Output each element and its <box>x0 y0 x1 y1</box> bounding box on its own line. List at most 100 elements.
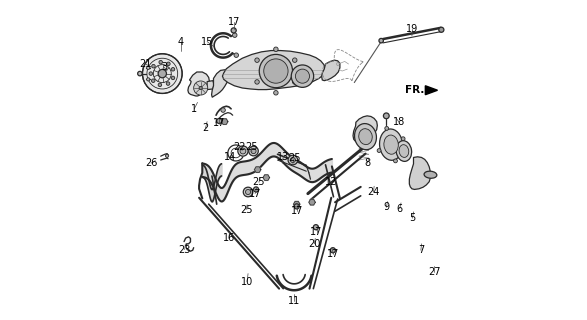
Circle shape <box>255 80 259 84</box>
Circle shape <box>313 225 319 230</box>
Text: 25: 25 <box>240 204 252 215</box>
Circle shape <box>255 58 259 62</box>
Circle shape <box>167 62 170 66</box>
Ellipse shape <box>384 135 399 154</box>
Polygon shape <box>263 175 269 180</box>
Text: 7: 7 <box>418 245 424 255</box>
Ellipse shape <box>424 171 437 178</box>
Polygon shape <box>353 116 377 142</box>
Circle shape <box>249 146 258 156</box>
Ellipse shape <box>396 141 411 161</box>
Circle shape <box>377 148 381 152</box>
Text: 5: 5 <box>409 213 416 223</box>
Circle shape <box>243 187 253 197</box>
Text: 9: 9 <box>383 202 389 212</box>
Text: 2: 2 <box>203 123 208 133</box>
Text: FR.: FR. <box>404 85 424 95</box>
Text: 16: 16 <box>222 233 235 244</box>
Circle shape <box>274 91 278 95</box>
Circle shape <box>288 155 298 165</box>
Circle shape <box>159 60 163 64</box>
Text: 18: 18 <box>393 117 405 127</box>
Circle shape <box>291 65 313 87</box>
Polygon shape <box>294 201 300 207</box>
Text: 17: 17 <box>213 118 225 128</box>
Circle shape <box>232 33 237 37</box>
Text: 17: 17 <box>311 227 323 237</box>
Circle shape <box>151 64 155 68</box>
Text: 17: 17 <box>249 188 261 199</box>
Polygon shape <box>207 81 214 90</box>
Circle shape <box>264 59 288 83</box>
Text: c: c <box>335 61 339 67</box>
Circle shape <box>151 79 155 83</box>
Text: 20: 20 <box>308 239 321 249</box>
Circle shape <box>240 148 246 154</box>
Text: 21: 21 <box>140 59 152 69</box>
Polygon shape <box>409 157 430 189</box>
Circle shape <box>166 154 168 157</box>
Text: 11: 11 <box>288 296 301 307</box>
Circle shape <box>294 204 299 209</box>
Text: 17: 17 <box>291 206 303 216</box>
Polygon shape <box>322 60 340 81</box>
Circle shape <box>292 80 297 84</box>
Circle shape <box>234 53 238 57</box>
Circle shape <box>245 189 251 195</box>
Text: 17: 17 <box>228 17 240 28</box>
Text: 17: 17 <box>328 249 340 260</box>
Circle shape <box>217 118 222 124</box>
Circle shape <box>295 69 309 83</box>
Polygon shape <box>221 119 228 124</box>
Circle shape <box>158 83 161 87</box>
Polygon shape <box>309 199 315 205</box>
Circle shape <box>166 82 170 85</box>
Polygon shape <box>426 86 437 95</box>
Text: 13: 13 <box>277 152 289 162</box>
Circle shape <box>158 69 167 78</box>
Circle shape <box>147 66 150 69</box>
Ellipse shape <box>380 129 403 160</box>
Text: 25: 25 <box>288 153 301 164</box>
Text: 4: 4 <box>178 36 184 47</box>
Circle shape <box>259 54 292 88</box>
Circle shape <box>149 72 153 75</box>
Text: 3: 3 <box>161 62 167 72</box>
Circle shape <box>438 27 444 32</box>
Circle shape <box>231 28 236 33</box>
Circle shape <box>383 113 389 119</box>
Circle shape <box>401 137 405 141</box>
Text: 19: 19 <box>406 24 419 35</box>
Circle shape <box>238 146 248 156</box>
Text: 25: 25 <box>245 142 258 152</box>
Text: 12: 12 <box>325 177 338 188</box>
Circle shape <box>292 58 297 62</box>
Text: 25: 25 <box>252 177 265 188</box>
Circle shape <box>221 108 225 112</box>
Text: 10: 10 <box>241 276 253 287</box>
Circle shape <box>274 47 278 52</box>
Ellipse shape <box>359 129 372 145</box>
Text: 23: 23 <box>178 244 191 255</box>
Circle shape <box>171 76 175 80</box>
Text: 8: 8 <box>364 158 370 168</box>
Circle shape <box>147 78 150 81</box>
Text: 26: 26 <box>145 158 157 168</box>
Circle shape <box>291 157 295 163</box>
Text: 24: 24 <box>367 187 380 197</box>
Polygon shape <box>188 72 210 96</box>
Ellipse shape <box>355 124 376 150</box>
Circle shape <box>385 126 389 130</box>
Text: 14: 14 <box>224 152 236 162</box>
Polygon shape <box>211 70 230 97</box>
Circle shape <box>330 248 335 253</box>
Circle shape <box>143 54 182 93</box>
Text: 6: 6 <box>397 204 403 214</box>
Polygon shape <box>222 51 326 90</box>
Polygon shape <box>254 167 261 172</box>
Circle shape <box>138 71 142 76</box>
Circle shape <box>199 86 203 90</box>
Circle shape <box>254 187 259 192</box>
Text: 27: 27 <box>428 267 441 277</box>
Text: 15: 15 <box>201 36 213 47</box>
